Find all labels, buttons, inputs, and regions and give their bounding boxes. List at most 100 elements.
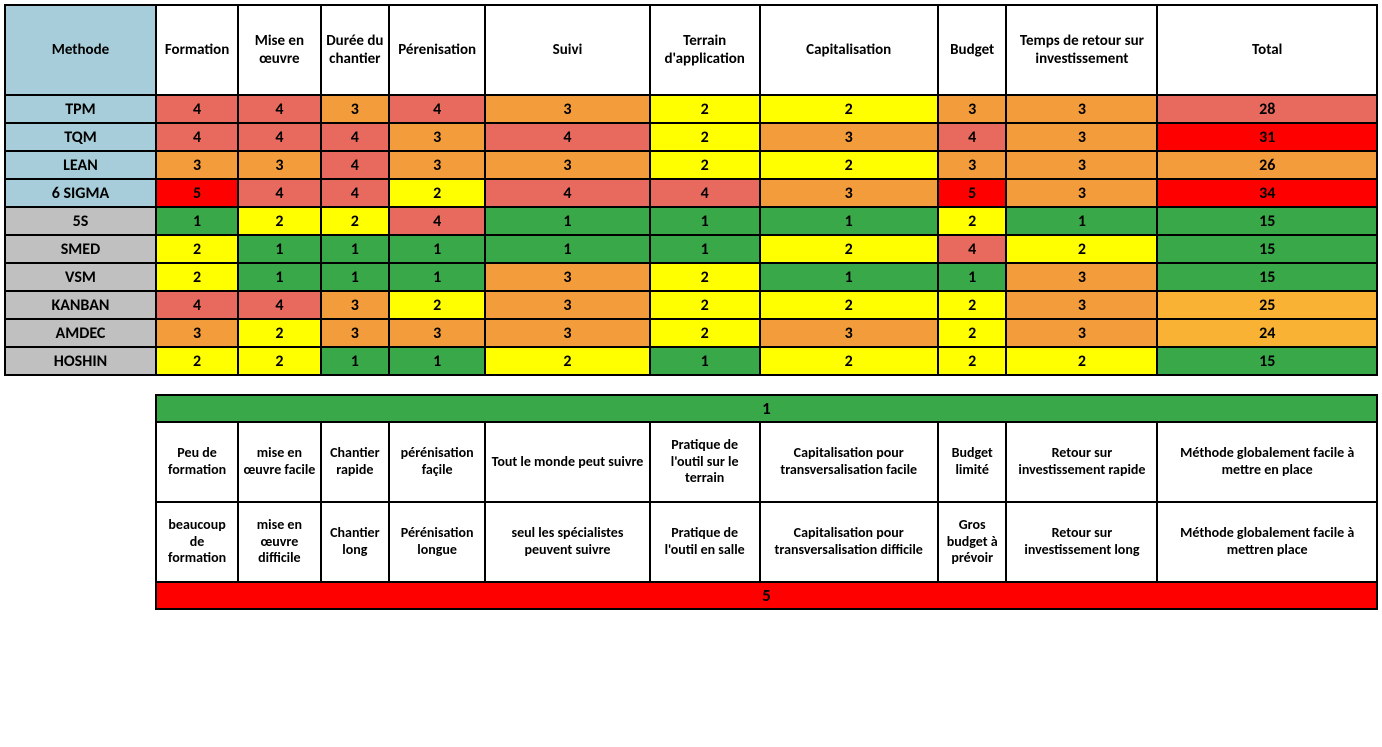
legend-cell: Tout le monde peut suivre bbox=[485, 422, 650, 502]
cell-value: 4 bbox=[389, 207, 485, 235]
cell-value: 1 bbox=[760, 207, 938, 235]
cell-value: 1 bbox=[389, 263, 485, 291]
legend-cell: Gros budget à prévoir bbox=[938, 502, 1007, 582]
cell-value: 4 bbox=[938, 235, 1007, 263]
cell-value: 5 bbox=[938, 179, 1007, 207]
row-label: AMDEC bbox=[5, 319, 156, 347]
cell-value: 2 bbox=[238, 319, 320, 347]
cell-value: 4 bbox=[238, 95, 320, 123]
row-label: SMED bbox=[5, 235, 156, 263]
column-header: Total bbox=[1157, 5, 1377, 95]
cell-value: 5 bbox=[156, 179, 238, 207]
table-row: TPM44343223328 bbox=[5, 95, 1377, 123]
cell-value: 3 bbox=[1006, 95, 1157, 123]
cell-value: 1 bbox=[938, 263, 1007, 291]
cell-value: 3 bbox=[938, 95, 1007, 123]
cell-value: 3 bbox=[389, 123, 485, 151]
row-label: HOSHIN bbox=[5, 347, 156, 375]
cell-value: 3 bbox=[485, 319, 650, 347]
cell-value: 26 bbox=[1157, 151, 1377, 179]
table-row: AMDEC32333232324 bbox=[5, 319, 1377, 347]
legend-cell: Méthode globalement facile à mettren pla… bbox=[1157, 502, 1377, 582]
legend-cell: Capitalisation pour transversalisation f… bbox=[760, 422, 938, 502]
row-label: 5S bbox=[5, 207, 156, 235]
legend-body: 1Peu de formationmise en œuvre facileCha… bbox=[5, 375, 1377, 609]
cell-value: 2 bbox=[1006, 235, 1157, 263]
comparison-table: MethodeFormationMise en œuvreDurée du ch… bbox=[4, 4, 1378, 610]
legend-cell: Capitalisation pour transversalisation d… bbox=[760, 502, 938, 582]
column-header: Budget bbox=[938, 5, 1007, 95]
cell-value: 4 bbox=[389, 95, 485, 123]
table-row: 5S12241112115 bbox=[5, 207, 1377, 235]
cell-value: 34 bbox=[1157, 179, 1377, 207]
cell-value: 4 bbox=[156, 123, 238, 151]
cell-value: 3 bbox=[1006, 151, 1157, 179]
cell-value: 4 bbox=[321, 123, 390, 151]
cell-value: 2 bbox=[238, 207, 320, 235]
cell-value: 1 bbox=[321, 235, 390, 263]
cell-value: 3 bbox=[485, 95, 650, 123]
cell-value: 4 bbox=[238, 123, 320, 151]
cell-value: 2 bbox=[760, 291, 938, 319]
cell-value: 3 bbox=[1006, 291, 1157, 319]
legend-cell: mise en œuvre difficile bbox=[238, 502, 320, 582]
column-header: Terrain d'application bbox=[650, 5, 760, 95]
column-header: Durée du chantier bbox=[321, 5, 390, 95]
cell-value: 4 bbox=[650, 179, 760, 207]
cell-value: 2 bbox=[760, 95, 938, 123]
legend-cell: Retour sur investissement rapide bbox=[1006, 422, 1157, 502]
table-row: HOSHIN22112122215 bbox=[5, 347, 1377, 375]
cell-value: 3 bbox=[938, 151, 1007, 179]
row-label: KANBAN bbox=[5, 291, 156, 319]
column-header: Pérenisation bbox=[389, 5, 485, 95]
cell-value: 2 bbox=[760, 151, 938, 179]
cell-value: 2 bbox=[321, 207, 390, 235]
row-label: VSM bbox=[5, 263, 156, 291]
cell-value: 2 bbox=[156, 235, 238, 263]
cell-value: 2 bbox=[389, 291, 485, 319]
cell-value: 2 bbox=[938, 319, 1007, 347]
cell-value: 2 bbox=[938, 291, 1007, 319]
row-label: TQM bbox=[5, 123, 156, 151]
cell-value: 2 bbox=[650, 95, 760, 123]
cell-value: 1 bbox=[389, 235, 485, 263]
legend-cell: Chantier long bbox=[321, 502, 390, 582]
cell-value: 1 bbox=[389, 347, 485, 375]
cell-value: 3 bbox=[1006, 319, 1157, 347]
cell-value: 2 bbox=[760, 235, 938, 263]
cell-value: 3 bbox=[389, 319, 485, 347]
cell-value: 3 bbox=[485, 291, 650, 319]
cell-value: 2 bbox=[1006, 347, 1157, 375]
table-row: 6 SIGMA54424435334 bbox=[5, 179, 1377, 207]
table-row: TQM44434234331 bbox=[5, 123, 1377, 151]
cell-value: 3 bbox=[156, 151, 238, 179]
cell-value: 3 bbox=[1006, 263, 1157, 291]
row-label: LEAN bbox=[5, 151, 156, 179]
column-header: Capitalisation bbox=[760, 5, 938, 95]
cell-value: 3 bbox=[1006, 179, 1157, 207]
cell-value: 1 bbox=[485, 207, 650, 235]
cell-value: 3 bbox=[760, 179, 938, 207]
column-header: Mise en œuvre bbox=[238, 5, 320, 95]
legend-bar-max: 5 bbox=[5, 582, 1377, 609]
cell-value: 2 bbox=[938, 347, 1007, 375]
cell-value: 3 bbox=[238, 151, 320, 179]
cell-value: 4 bbox=[321, 151, 390, 179]
cell-value: 3 bbox=[321, 95, 390, 123]
legend-cell: mise en œuvre facile bbox=[238, 422, 320, 502]
legend-cell: Pérénisation longue bbox=[389, 502, 485, 582]
cell-value: 2 bbox=[238, 347, 320, 375]
legend-cell: pérénisation façile bbox=[389, 422, 485, 502]
cell-value: 15 bbox=[1157, 207, 1377, 235]
cell-value: 4 bbox=[485, 179, 650, 207]
cell-value: 2 bbox=[485, 347, 650, 375]
legend-cell: Pratique de l'outil sur le terrain bbox=[650, 422, 760, 502]
cell-value: 1 bbox=[760, 263, 938, 291]
table-body: TPM44343223328TQM44434234331LEAN33433223… bbox=[5, 95, 1377, 375]
cell-value: 4 bbox=[156, 291, 238, 319]
cell-value: 24 bbox=[1157, 319, 1377, 347]
legend-cell: Budget limité bbox=[938, 422, 1007, 502]
cell-value: 4 bbox=[485, 123, 650, 151]
cell-value: 2 bbox=[650, 151, 760, 179]
cell-value: 25 bbox=[1157, 291, 1377, 319]
